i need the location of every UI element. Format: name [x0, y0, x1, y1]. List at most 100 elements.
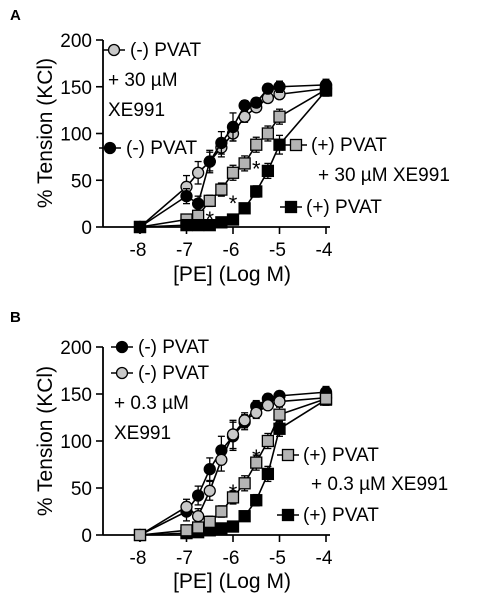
- legend-label: + 30 µM: [108, 70, 178, 91]
- data-point: [238, 477, 251, 490]
- legend-marker: [281, 508, 295, 522]
- panel-letter: B: [10, 309, 21, 326]
- legend-label: + 30 µM XE991: [318, 165, 450, 186]
- data-point: [238, 99, 251, 112]
- legend-label: (-) PVAT: [138, 363, 209, 384]
- panel-b: B 0 50 100 150 200 -8 -7 -6 -5 -4 % Tension (KCl) [P…: [10, 309, 448, 593]
- data-point: [319, 84, 333, 97]
- legend-marker: [281, 448, 295, 462]
- y-tick-label: 100: [60, 432, 92, 453]
- legend-label: (-) PVAT: [138, 337, 209, 358]
- data-point: [191, 197, 205, 210]
- y-axis-label: % Tension (KCl): [34, 58, 57, 208]
- y-tick-label: 200: [60, 338, 92, 359]
- data-point: [180, 524, 193, 537]
- series-3: [133, 84, 333, 234]
- data-point: [226, 213, 240, 226]
- y-tick-label: 150: [60, 78, 92, 99]
- data-point: [191, 166, 205, 179]
- legend-label: (+) PVAT: [306, 197, 382, 218]
- data-point: [250, 494, 263, 507]
- significance-star: *: [252, 445, 261, 470]
- y-tick-label: 150: [60, 385, 92, 406]
- x-tick-label: -7: [176, 240, 193, 261]
- data-point: [273, 395, 286, 408]
- data-point: [226, 428, 240, 441]
- significance-star: *: [229, 480, 238, 505]
- significance-star: *: [252, 156, 261, 181]
- data-point: [238, 157, 251, 170]
- data-point: [203, 155, 216, 168]
- data-point: [273, 408, 286, 421]
- legend-label: + 0.3 µM: [114, 393, 189, 414]
- legend-marker: [115, 340, 129, 354]
- legend-label: (-) PVAT: [130, 40, 201, 61]
- x-tick-label: -6: [223, 548, 240, 569]
- data-point: [226, 166, 240, 179]
- x-tick-label: -6: [223, 240, 240, 261]
- data-point: [133, 220, 147, 234]
- data-point: [191, 521, 205, 534]
- x-tick-label: -7: [176, 548, 193, 569]
- series-2: [133, 393, 333, 542]
- series-3: [133, 392, 333, 542]
- data-point: [180, 500, 193, 513]
- data-point: [215, 183, 228, 196]
- data-point: [319, 392, 333, 405]
- panel-a: A 0 50 100 150 200 -8 -7 -6 -5 -4 % Tension (KCl) [P…: [10, 7, 450, 286]
- legend-marker: [107, 43, 121, 57]
- legend-marker: [115, 366, 129, 380]
- data-point: [191, 510, 205, 523]
- data-point: [226, 520, 240, 533]
- legend-entry: (-) PVAT + 30 µM XE991: [103, 40, 201, 121]
- panel-letter: A: [10, 7, 21, 24]
- data-point: [226, 491, 240, 504]
- legend-label: (+) PVAT: [311, 135, 387, 156]
- legend-entry: (-) PVAT + 0.3 µM XE991: [111, 363, 209, 444]
- legend-entry: (+) PVAT + 30 µM XE991: [285, 135, 450, 186]
- data-point: [226, 120, 240, 134]
- y-tick-label: 200: [60, 31, 92, 52]
- data-point: [261, 399, 275, 412]
- legend-label: XE991: [114, 423, 171, 444]
- x-axis-label: [PE] (Log M): [173, 570, 291, 593]
- data-point: [261, 164, 275, 178]
- data-point: [250, 185, 263, 198]
- y-tick-label: 50: [71, 171, 92, 192]
- data-point: [215, 136, 228, 150]
- y-tick-label: 50: [71, 479, 92, 500]
- x-tick-label: -4: [316, 548, 333, 569]
- data-point: [203, 515, 216, 528]
- legend-entry: (-) PVAT: [99, 138, 197, 159]
- legend-entry: (+) PVAT: [277, 505, 379, 526]
- legend-label: (+) PVAT: [303, 505, 379, 526]
- legend-entry: (+) PVAT + 0.3 µM XE991: [277, 445, 448, 495]
- x-tick-label: -4: [316, 240, 333, 261]
- x-tick-label: -8: [130, 240, 147, 261]
- data-point: [261, 434, 275, 448]
- legend-marker: [103, 141, 117, 155]
- data-point: [261, 82, 275, 95]
- data-point: [250, 138, 263, 151]
- data-point: [191, 489, 205, 502]
- y-tick-label: 0: [81, 218, 92, 239]
- data-point: [250, 406, 263, 419]
- data-point: [180, 189, 193, 203]
- data-point: [238, 202, 251, 215]
- data-point: [215, 522, 228, 535]
- data-point: [180, 218, 193, 232]
- legend-label: (-) PVAT: [126, 138, 197, 159]
- legend-marker: [284, 200, 298, 214]
- x-axis-label: [PE] (Log M): [173, 263, 291, 286]
- legend-label: + 0.3 µM XE991: [311, 474, 448, 495]
- significance-star: *: [205, 207, 214, 232]
- data-point: [273, 110, 286, 123]
- x-tick-label: -5: [269, 548, 286, 569]
- data-point: [273, 80, 286, 93]
- data-point: [133, 528, 147, 542]
- data-point: [191, 218, 205, 232]
- y-tick-label: 0: [81, 526, 92, 547]
- legend-label: (+) PVAT: [303, 445, 379, 466]
